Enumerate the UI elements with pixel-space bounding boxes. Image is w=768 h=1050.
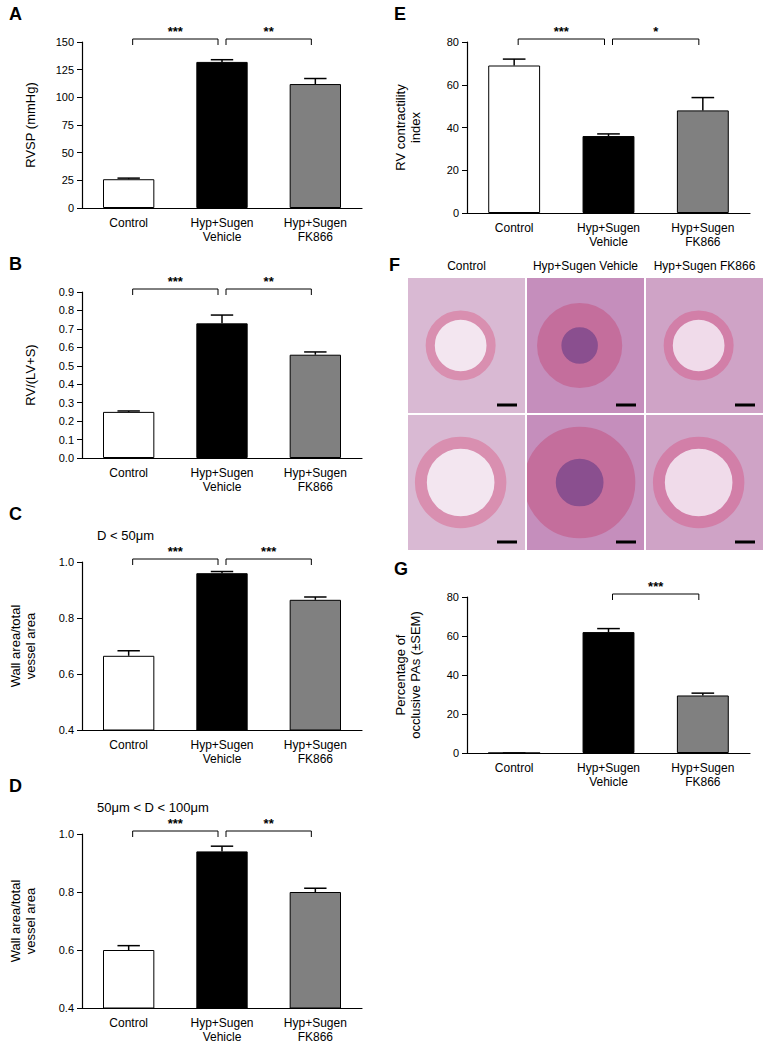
svg-text:0.6: 0.6 — [59, 668, 74, 680]
svg-text:index: index — [408, 111, 423, 143]
svg-text:D < 50μm: D < 50μm — [97, 528, 154, 543]
svg-text:Control: Control — [109, 216, 148, 230]
svg-text:FK866: FK866 — [685, 775, 721, 789]
svg-text:60: 60 — [447, 630, 459, 642]
svg-text:RVSP (mmHg): RVSP (mmHg) — [23, 82, 38, 167]
svg-text:0.0: 0.0 — [59, 452, 74, 464]
svg-text:Percentage of: Percentage of — [393, 634, 408, 715]
svg-text:0.4: 0.4 — [59, 378, 74, 390]
svg-text:40: 40 — [447, 122, 459, 134]
svg-text:0.1: 0.1 — [59, 434, 74, 446]
svg-text:Hyp+Sugen: Hyp+Sugen — [190, 466, 253, 480]
svg-text:0.6: 0.6 — [59, 944, 74, 956]
svg-text:***: *** — [554, 24, 570, 39]
svg-text:125: 125 — [56, 64, 74, 76]
svg-text:0.8: 0.8 — [59, 612, 74, 624]
svg-text:A: A — [9, 4, 22, 24]
svg-text:D: D — [9, 776, 22, 796]
html-text:Control: Control — [447, 259, 486, 273]
svg-text:75: 75 — [62, 119, 74, 131]
svg-text:0: 0 — [453, 747, 459, 759]
svg-text:G: G — [394, 559, 408, 579]
svg-text:FK866: FK866 — [298, 480, 334, 494]
svg-text:Hyp+Sugen: Hyp+Sugen — [284, 216, 347, 230]
svg-text:1.0: 1.0 — [59, 828, 74, 840]
svg-text:***: *** — [648, 579, 664, 594]
svg-text:occlusive PAs (±SEM): occlusive PAs (±SEM) — [408, 611, 423, 739]
svg-text:Vehicle: Vehicle — [203, 230, 242, 244]
svg-text:**: ** — [264, 274, 275, 289]
svg-text:***: *** — [168, 274, 184, 289]
svg-text:RV contractility: RV contractility — [393, 84, 408, 171]
svg-text:***: *** — [168, 544, 184, 559]
svg-text:Control: Control — [495, 761, 534, 775]
svg-text:Hyp+Sugen: Hyp+Sugen — [671, 761, 734, 775]
svg-text:***: *** — [168, 24, 184, 39]
svg-text:Hyp+Sugen: Hyp+Sugen — [671, 221, 734, 235]
svg-text:Vehicle: Vehicle — [203, 1030, 242, 1044]
svg-text:Vehicle: Vehicle — [589, 775, 628, 789]
svg-text:60: 60 — [447, 79, 459, 91]
svg-text:Hyp+Sugen: Hyp+Sugen — [284, 466, 347, 480]
svg-text:0.9: 0.9 — [59, 286, 74, 298]
svg-text:Vehicle: Vehicle — [203, 752, 242, 766]
svg-text:**: ** — [264, 816, 275, 831]
svg-text:0.2: 0.2 — [59, 415, 74, 427]
svg-text:***: *** — [261, 544, 277, 559]
svg-text:40: 40 — [447, 669, 459, 681]
svg-text:50μm < D < 100μm: 50μm < D < 100μm — [97, 800, 209, 815]
svg-text:Control: Control — [495, 221, 534, 235]
svg-text:50: 50 — [62, 147, 74, 159]
svg-text:FK866: FK866 — [298, 230, 334, 244]
svg-text:0.5: 0.5 — [59, 360, 74, 372]
svg-text:0.6: 0.6 — [59, 341, 74, 353]
svg-text:Hyp+Sugen: Hyp+Sugen — [190, 738, 253, 752]
svg-text:Control: Control — [109, 466, 148, 480]
svg-text:Hyp+Sugen: Hyp+Sugen — [190, 1016, 253, 1030]
svg-text:1.0: 1.0 — [59, 556, 74, 568]
svg-text:FK866: FK866 — [298, 752, 334, 766]
svg-text:***: *** — [168, 816, 184, 831]
svg-text:80: 80 — [447, 36, 459, 48]
svg-text:0.4: 0.4 — [59, 1002, 74, 1014]
svg-text:0: 0 — [68, 202, 74, 214]
svg-text:0: 0 — [453, 207, 459, 219]
html-text:Hyp+Sugen FK866: Hyp+Sugen FK866 — [653, 259, 756, 273]
svg-text:RV/(LV+S): RV/(LV+S) — [23, 344, 38, 405]
svg-text:150: 150 — [56, 36, 74, 48]
svg-text:0.7: 0.7 — [59, 323, 74, 335]
svg-text:20: 20 — [447, 708, 459, 720]
svg-text:Vehicle: Vehicle — [589, 235, 628, 249]
svg-text:Vehicle: Vehicle — [203, 480, 242, 494]
svg-text:25: 25 — [62, 174, 74, 186]
svg-text:**: ** — [264, 24, 275, 39]
svg-text:FK866: FK866 — [685, 235, 721, 249]
svg-text:0.4: 0.4 — [59, 724, 74, 736]
svg-text:C: C — [9, 504, 22, 524]
svg-text:Wall area/total: Wall area/total — [8, 605, 23, 688]
svg-text:100: 100 — [56, 91, 74, 103]
svg-text:Wall area/total: Wall area/total — [8, 880, 23, 963]
svg-text:Control: Control — [109, 738, 148, 752]
svg-text:vessel area: vessel area — [23, 887, 38, 954]
svg-text:FK866: FK866 — [298, 1030, 334, 1044]
svg-text:Hyp+Sugen: Hyp+Sugen — [190, 216, 253, 230]
svg-text:vessel area: vessel area — [23, 612, 38, 679]
svg-text:80: 80 — [447, 591, 459, 603]
svg-text:Hyp+Sugen: Hyp+Sugen — [284, 1016, 347, 1030]
svg-text:0.8: 0.8 — [59, 304, 74, 316]
svg-text:B: B — [9, 254, 22, 274]
html-text:Hyp+Sugen Vehicle: Hyp+Sugen Vehicle — [533, 259, 638, 273]
svg-text:Control: Control — [109, 1016, 148, 1030]
svg-text:0.8: 0.8 — [59, 886, 74, 898]
svg-text:Hyp+Sugen: Hyp+Sugen — [577, 221, 640, 235]
svg-text:0.3: 0.3 — [59, 397, 74, 409]
svg-text:E: E — [394, 4, 406, 24]
svg-text:*: * — [653, 24, 659, 39]
svg-text:Hyp+Sugen: Hyp+Sugen — [284, 738, 347, 752]
svg-text:Hyp+Sugen: Hyp+Sugen — [577, 761, 640, 775]
svg-text:20: 20 — [447, 164, 459, 176]
html-text:F: F — [389, 255, 400, 275]
